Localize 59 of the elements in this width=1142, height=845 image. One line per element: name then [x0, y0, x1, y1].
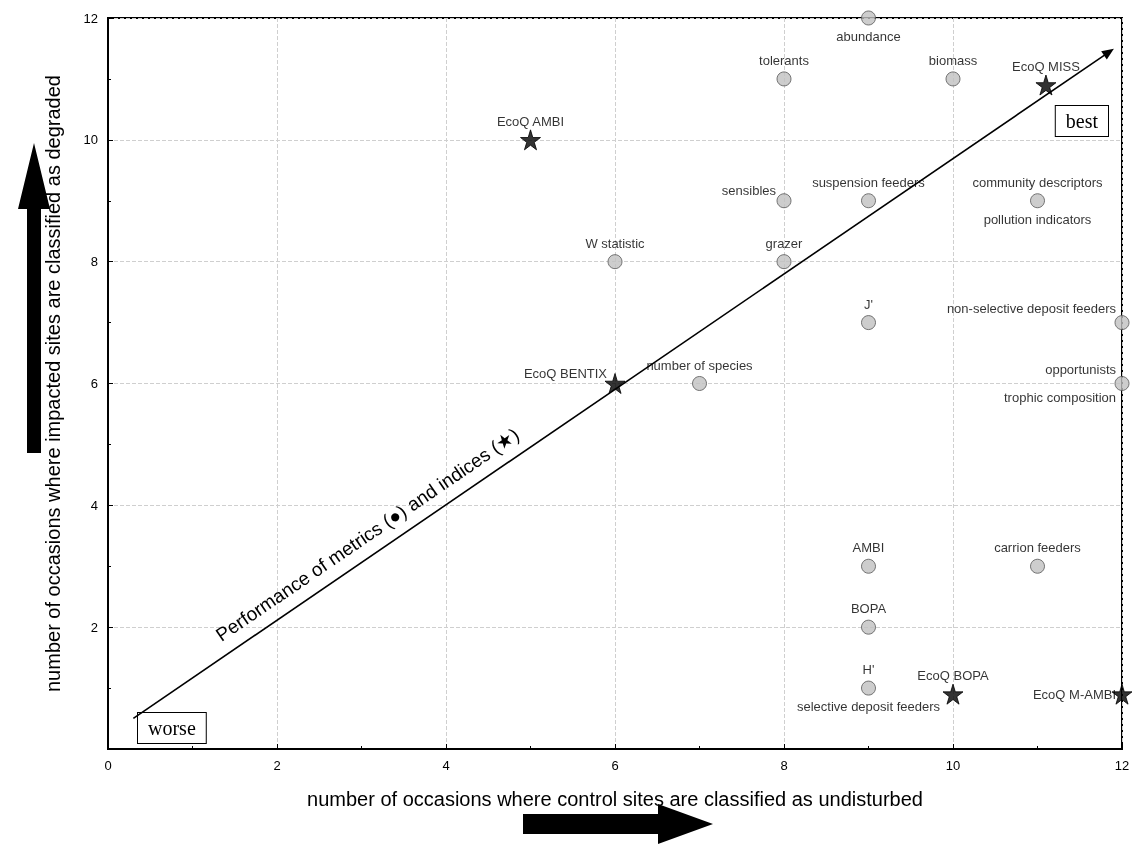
- x-tick-label: 8: [780, 758, 788, 773]
- annotation: number of species: [646, 357, 754, 373]
- point: [861, 315, 876, 331]
- x-tick-label: 10: [945, 758, 961, 773]
- annotation: best: [1065, 110, 1099, 132]
- annotation: carrion feeders: [994, 540, 1082, 556]
- annotation: abundance: [836, 29, 901, 44]
- annotation: H': [862, 662, 875, 678]
- point: [1030, 558, 1045, 574]
- annotation: worse: [148, 717, 196, 739]
- y-tick-label: 6: [90, 376, 98, 391]
- point: [945, 71, 961, 87]
- annotation: grazer: [765, 235, 804, 251]
- annotation: community descriptors: [972, 174, 1104, 190]
- point: [692, 376, 707, 391]
- y-tick-label: 4: [90, 497, 98, 513]
- annotation: selective deposit feeders: [796, 699, 941, 715]
- point: [1114, 315, 1130, 331]
- point: [776, 193, 792, 209]
- y-tick-label: 2: [90, 619, 98, 635]
- y-tick-label: 8: [90, 254, 98, 270]
- point: [861, 619, 876, 635]
- point: [942, 683, 964, 705]
- point: [1035, 74, 1057, 96]
- annotation: EcoQ BOPA: [917, 668, 989, 684]
- y-axis-title: number of occasions where impacted sites are classified as degraded: [42, 75, 64, 692]
- annotation: BOPA: [850, 601, 887, 617]
- annotation: trophic composition: [1004, 390, 1116, 405]
- point: [1114, 376, 1130, 391]
- annotation: EcoQ MISS: [1011, 59, 1081, 75]
- y-tick-label: 10: [83, 132, 98, 148]
- x-tick-label: 2: [273, 758, 281, 773]
- annotation: opportunists: [1045, 362, 1117, 377]
- annotation: tolerants: [759, 52, 810, 68]
- point: [861, 193, 876, 209]
- x-tick-label: 4: [442, 758, 450, 773]
- annotation: EcoQ AMBI: [496, 113, 565, 129]
- point: [520, 129, 541, 151]
- annotation: biomass: [928, 52, 978, 68]
- point: [861, 10, 876, 26]
- point: [776, 254, 792, 270]
- annotation: sensibles: [721, 183, 777, 199]
- point: [607, 254, 623, 270]
- annotation: J': [864, 296, 873, 312]
- annotation: EcoQ M-AMBI: [1032, 686, 1116, 702]
- point: [1030, 193, 1045, 209]
- annotation: W statistic: [585, 235, 646, 251]
- x-tick-label: 0: [104, 758, 112, 773]
- annotation: AMBI: [852, 540, 885, 556]
- x-tick-label: 12: [1114, 758, 1130, 773]
- x-tick-label: 6: [611, 758, 619, 773]
- annotation: EcoQ BENTIX: [523, 366, 608, 381]
- point: [776, 71, 792, 87]
- annotation: non-selective deposit feeders: [946, 301, 1117, 317]
- annotation: pollution indicators: [983, 211, 1092, 227]
- x-axis-title: number of occasions where control sites are classified as undisturbed: [307, 788, 923, 810]
- point: [861, 680, 876, 696]
- y-tick-label: 12: [83, 10, 98, 26]
- point: [861, 558, 876, 574]
